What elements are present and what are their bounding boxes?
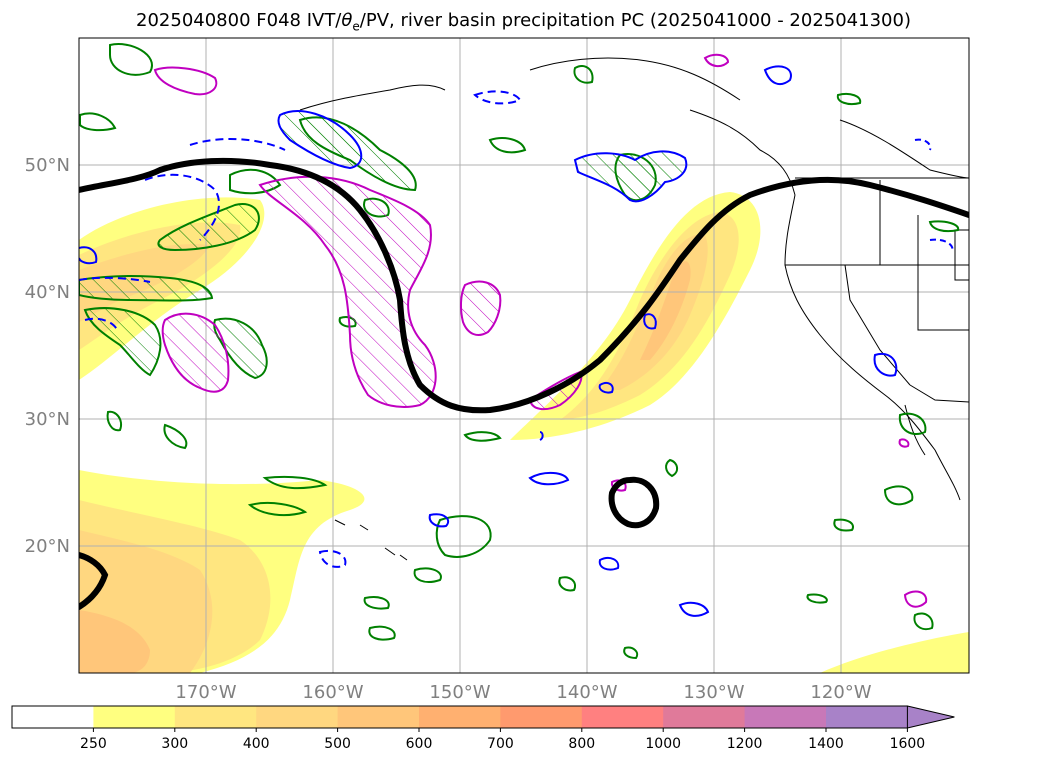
lon-label-130w: 130°W	[683, 682, 744, 703]
title-prefix: 2025040800 F048 IVT/	[136, 10, 342, 31]
lat-label-30: 30°N	[25, 409, 70, 430]
colorbar-tick-label: 1400	[808, 736, 844, 752]
colorbar-segment	[663, 706, 746, 728]
colorbar-tick-label: 250	[80, 736, 107, 752]
colorbar-tick-label: 500	[324, 736, 351, 752]
lon-label-160w: 160°W	[302, 682, 363, 703]
colorbar-tick-label: 600	[406, 736, 433, 752]
lon-label-170w: 170°W	[175, 682, 236, 703]
colorbar-segment	[500, 706, 583, 728]
jet-axis-contour	[79, 157, 969, 610]
colorbar-outline	[11, 705, 908, 729]
title-suffix: /PV, river basin precipitation PC (20250…	[359, 10, 911, 31]
colorbar-segment	[744, 706, 827, 728]
colorbar-extend-arrow	[906, 705, 955, 729]
title-theta: θ	[341, 10, 353, 31]
colorbar-segment	[174, 706, 257, 728]
lon-tick-labels: 170°W 160°W 150°W 140°W 130°W 120°W	[175, 682, 871, 703]
colorbar-segment	[419, 706, 501, 728]
ivt-shading	[79, 192, 969, 673]
colorbar-segment	[581, 706, 664, 728]
colorbar-tick-label: 300	[161, 736, 188, 752]
colorbar-segment	[12, 706, 94, 728]
colorbar-tick-label: 700	[487, 736, 514, 752]
lon-label-140w: 140°W	[556, 682, 617, 703]
map-plot-area	[79, 38, 969, 673]
colorbar-segment	[826, 706, 908, 728]
colorbar-segment	[256, 706, 339, 728]
colorbar-tick-label: 1200	[727, 736, 763, 752]
plot-frame	[78, 37, 970, 674]
lat-label-20: 20°N	[25, 536, 70, 557]
lat-label-50: 50°N	[25, 155, 70, 176]
pv-contours	[79, 65, 954, 617]
colorbar-tick-label: 400	[243, 736, 270, 752]
colorbar-tick-label: 800	[568, 736, 595, 752]
lat-tick-labels: 20°N 30°N 40°N 50°N	[25, 155, 70, 557]
lon-label-120w: 120°W	[810, 682, 871, 703]
lat-label-40: 40°N	[25, 282, 70, 303]
colorbar-segment	[337, 706, 420, 728]
colorbar-segment	[93, 706, 176, 728]
map-title: 2025040800 F048 IVT/θe/PV, river basin p…	[0, 10, 1047, 34]
colorbar-tick-label: 1000	[645, 736, 681, 752]
precip-pc-contours	[153, 53, 928, 608]
title-theta-sub: e	[352, 19, 360, 34]
lon-label-150w: 150°W	[429, 682, 490, 703]
colorbar: 250 300 400 500 600 700 800 1000 1200 1400 1600	[11, 705, 955, 752]
colorbar-tick-label: 1600	[890, 736, 926, 752]
